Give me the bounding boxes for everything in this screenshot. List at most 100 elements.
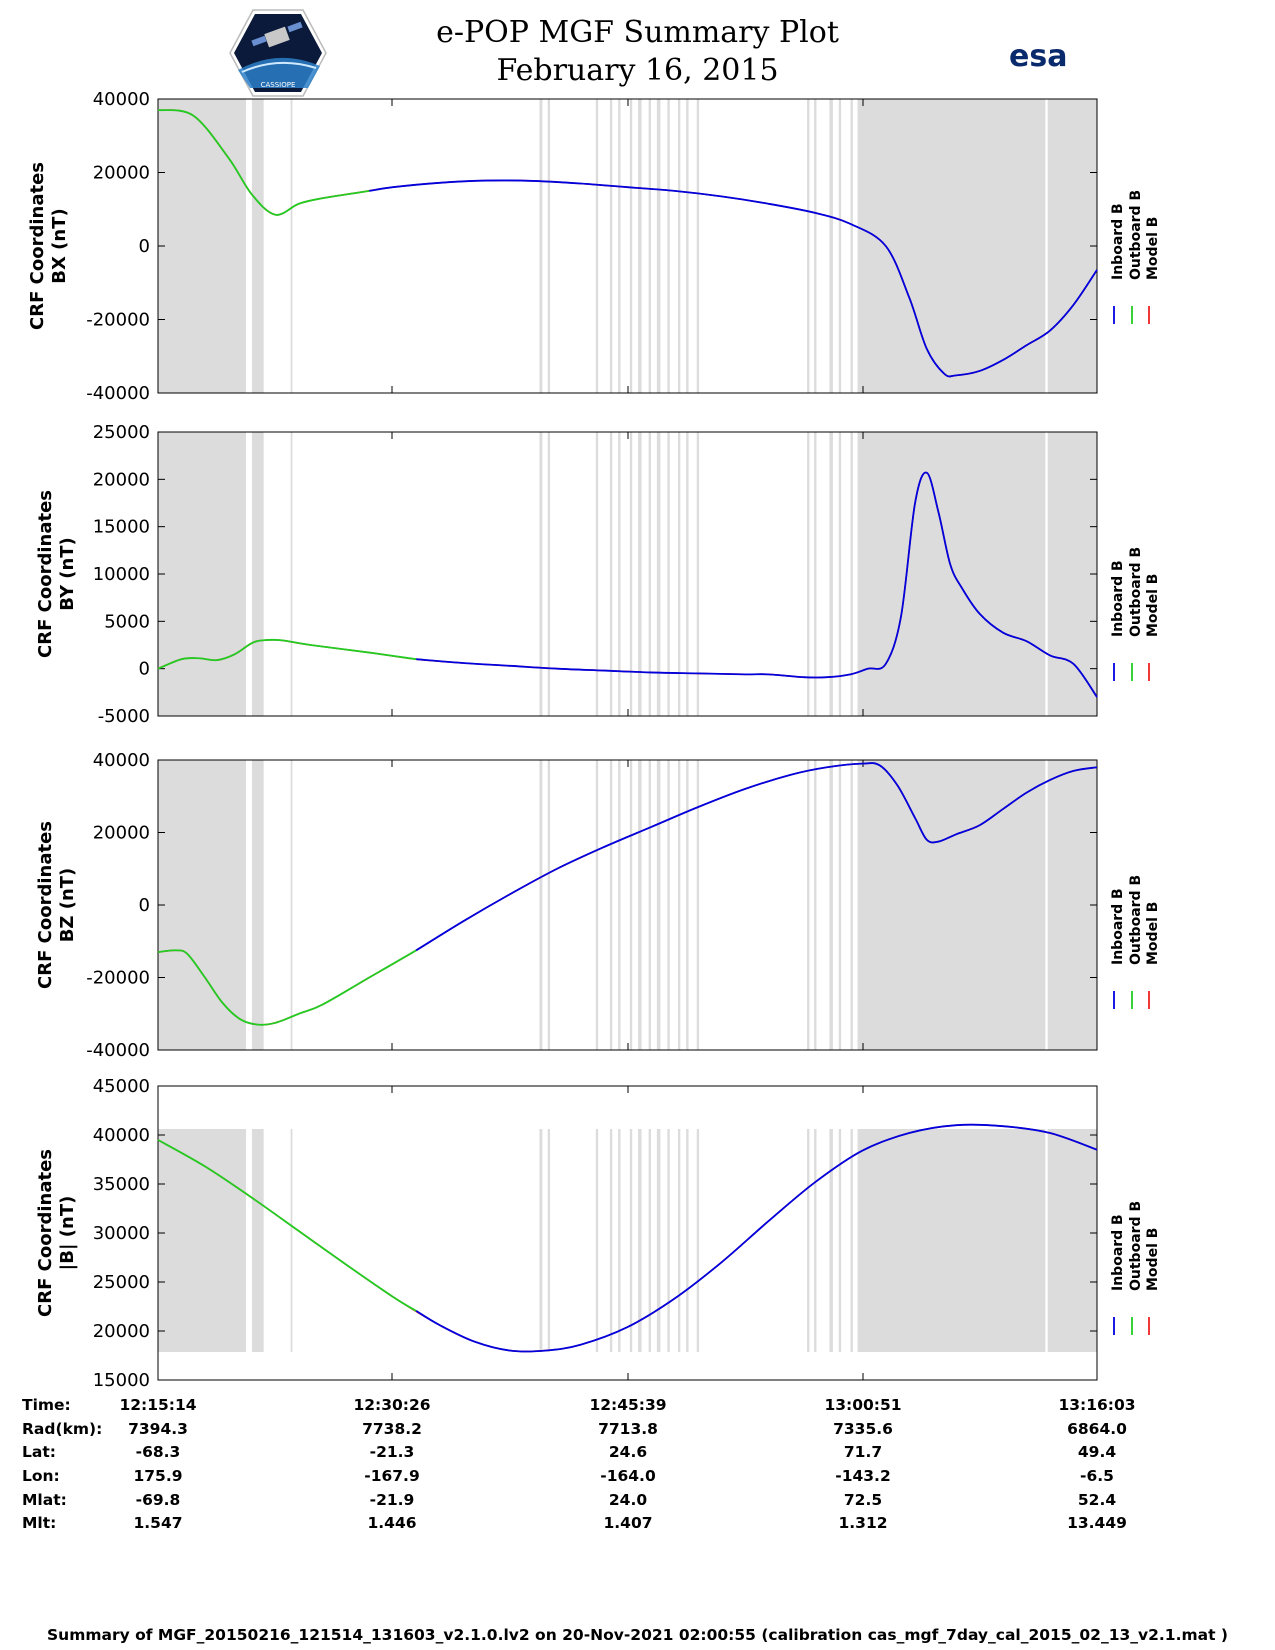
data-gap-band [829, 99, 833, 393]
legend-label: Model B [1145, 902, 1161, 965]
esa-logo: esa [977, 36, 1067, 74]
data-gap-band [656, 432, 661, 716]
legend-label: Outboard B [1128, 190, 1144, 280]
legend-label: Inboard B [1110, 1214, 1126, 1291]
data-gap-band [677, 760, 681, 1050]
y-tick-label: -40000 [86, 1040, 150, 1061]
data-gap-band [290, 760, 293, 1050]
y-tick-label: 10000 [93, 564, 150, 585]
inboard-b-line [415, 1123, 1098, 1353]
data-gap-band [539, 432, 543, 716]
y-tick-label: 15000 [93, 517, 150, 538]
inboard-b-line [416, 471, 1098, 698]
data-gap-band [609, 432, 613, 716]
data-gap-band [667, 432, 670, 716]
data-gap-band [1047, 432, 1097, 716]
legend-label: Inboard B [1110, 560, 1126, 637]
data-gap-band [648, 99, 651, 393]
data-gap-band [638, 99, 642, 393]
data-gap-band [251, 760, 264, 1050]
y-tick-label: 20000 [93, 823, 150, 844]
data-gap-band [595, 99, 599, 393]
title-line-2: February 16, 2015 [496, 53, 779, 88]
data-gap-band [609, 99, 613, 393]
data-gap-band [667, 1129, 670, 1352]
data-gap-band [696, 1129, 700, 1352]
data-gap-band [638, 432, 642, 716]
y-tick-label: 30000 [93, 1223, 150, 1244]
data-gap-band [838, 432, 842, 716]
outboard-b-line [157, 949, 417, 1026]
legend-label: Inboard B [1110, 888, 1126, 965]
y-axis-label-line-1: CRF Coordinates [27, 162, 48, 330]
data-gap-band [686, 99, 689, 393]
data-gap-band [829, 760, 833, 1050]
y-tick-label: 40000 [93, 89, 150, 110]
data-gap-band [618, 760, 621, 1050]
y-tick-label: -20000 [86, 968, 150, 989]
data-gap-band [696, 99, 700, 393]
data-gap-band [656, 99, 661, 393]
data-gap-band [686, 1129, 689, 1352]
data-gap-band [609, 760, 613, 1050]
data-gap-band [850, 432, 853, 716]
data-gap-band [814, 99, 817, 393]
data-gap-band [667, 99, 670, 393]
data-gap-band [618, 1129, 621, 1352]
data-gap-band [547, 432, 551, 716]
data-gap-band [539, 99, 543, 393]
data-gap-band [807, 760, 810, 1050]
page-title: e-POP MGF Summary Plot February 16, 2015 [0, 14, 1275, 90]
data-gap-band [696, 432, 700, 716]
y-tick-label: 0 [139, 895, 150, 916]
data-gap-band [638, 1129, 642, 1352]
legend-label: Model B [1145, 574, 1161, 637]
data-gap-band [158, 99, 247, 393]
y-tick-label: 40000 [93, 1125, 150, 1146]
data-gap-band [629, 432, 633, 716]
data-gap-band [158, 760, 247, 1050]
data-gap-band [290, 432, 293, 716]
data-gap-band [677, 1129, 681, 1352]
outboard-b-line [157, 638, 417, 670]
data-gap-band [807, 432, 810, 716]
data-gap-band [547, 99, 551, 393]
legend-label: Outboard B [1128, 547, 1144, 637]
y-axis-label-line-2: BY (nT) [57, 537, 78, 611]
inboard-b-line [369, 179, 1098, 378]
data-gap-band [857, 99, 1046, 393]
data-gap-band [850, 1129, 853, 1352]
data-gap-band [829, 432, 833, 716]
data-gap-band [829, 1129, 833, 1352]
legend-label: Outboard B [1128, 1201, 1144, 1291]
y-axis-label-line-2: |B| (nT) [57, 1196, 78, 1271]
footer-summary: Summary of MGF_20150216_121514_131603_v2… [47, 1626, 1228, 1644]
y-tick-label: 20000 [93, 163, 150, 184]
legend-label: Model B [1145, 217, 1161, 280]
data-gap-band [290, 1129, 293, 1352]
data-gap-band [251, 1129, 264, 1352]
data-gap-band [158, 1129, 247, 1352]
data-gap-band [838, 760, 842, 1050]
y-tick-label: -20000 [86, 310, 150, 331]
data-gap-band [618, 432, 621, 716]
data-gap-band [814, 432, 817, 716]
data-gap-band [656, 1129, 661, 1352]
y-axis-label-line-1: CRF Coordinates [35, 490, 56, 658]
cassiope-mission-logo: CASSIOPE [229, 9, 327, 97]
data-gap-band [696, 760, 700, 1050]
y-tick-label: 40000 [93, 750, 150, 771]
data-gap-band [1047, 99, 1097, 393]
data-gap-band [838, 1129, 842, 1352]
data-gap-band [838, 99, 842, 393]
y-axis-label-line-2: BX (nT) [49, 208, 70, 283]
legend-label: Model B [1145, 1228, 1161, 1291]
data-gap-band [629, 99, 633, 393]
data-gap-band [251, 432, 264, 716]
y-tick-label: -40000 [86, 383, 150, 404]
data-gap-band [648, 1129, 651, 1352]
data-gap-band [539, 760, 543, 1050]
data-gap-band [686, 432, 689, 716]
data-gap-band [648, 760, 651, 1050]
data-gap-band [595, 760, 599, 1050]
